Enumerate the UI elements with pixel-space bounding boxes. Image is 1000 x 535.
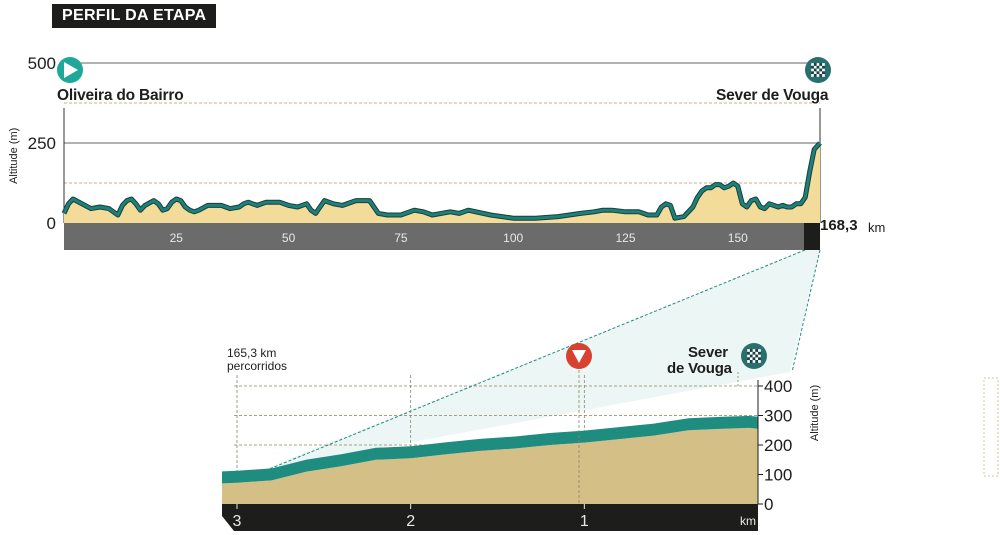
mountain-top-marker-icon <box>566 343 592 369</box>
finish-zoom-chart: 3 2 1 km 0 100 200 300 400 Altitude (m) <box>222 370 821 531</box>
flag-cell <box>816 74 820 77</box>
start-town-label: Oliveira do Bairro <box>57 87 184 104</box>
zoom-distance-bar <box>222 504 758 531</box>
zoom-x-tick-label: 1 <box>580 513 589 530</box>
flag-cell <box>819 63 823 66</box>
side-dashed-frame <box>983 377 999 477</box>
flag-cell <box>816 63 820 66</box>
zoom-start-distance: 165,3 km <box>227 346 277 360</box>
flag-cell <box>813 71 817 75</box>
flag-cell <box>749 354 753 358</box>
flag-cell <box>749 357 753 361</box>
checkered-flag-icon <box>805 57 831 83</box>
distance-bar-finish-segment <box>804 223 820 250</box>
zoom-y-tick-label: 400 <box>764 377 792 396</box>
total-distance-unit: km <box>868 220 886 235</box>
flag-cell <box>747 360 750 363</box>
zoom-x-unit: km <box>740 514 756 528</box>
flag-cell <box>755 351 759 355</box>
flag-cell <box>749 351 753 355</box>
y-axis-label: Altitude (m) <box>8 128 20 184</box>
flag-cell <box>758 351 761 355</box>
flag-cell <box>752 351 756 355</box>
flag-cell <box>752 354 756 358</box>
checkered-flag-icon <box>741 343 767 369</box>
y-tick-label: 0 <box>47 214 56 233</box>
page-title: PERFIL DA ETAPA <box>52 4 217 28</box>
flag-cell <box>813 74 817 77</box>
y-tick-label: 250 <box>28 134 56 153</box>
profile-line <box>62 141 822 220</box>
flag-cell <box>758 357 761 361</box>
x-tick-label: 75 <box>394 231 408 245</box>
flag-cell <box>816 65 820 69</box>
zoom-start-caption: percorridos <box>227 359 288 373</box>
zoom-x-tick-label: 2 <box>406 513 415 530</box>
main-profile-chart: 25 50 75 100 125 150 0 250 500 Altitude (m) <box>8 54 822 250</box>
flag-cell <box>755 354 759 358</box>
distance-bar <box>64 223 820 250</box>
zoom-connector-right <box>791 249 821 373</box>
flag-cell <box>752 349 756 352</box>
flag-cell <box>822 74 825 77</box>
flag-cell <box>811 65 814 69</box>
x-tick-label: 25 <box>170 231 184 245</box>
finish-town-label: Sever de Vouga <box>716 87 829 104</box>
flag-cell <box>813 65 817 69</box>
flag-cell <box>816 68 820 72</box>
total-distance-value: 168,3 <box>820 217 858 234</box>
flag-cell <box>816 71 820 75</box>
y-tick-label: 500 <box>28 54 56 73</box>
zoom-y-axis-label: Altitude (m) <box>809 385 821 441</box>
zoom-y-tick-label: 300 <box>764 407 792 426</box>
flag-cell <box>822 63 825 66</box>
x-tick-label: 50 <box>282 231 296 245</box>
flag-cell <box>747 351 750 355</box>
flag-cell <box>811 74 814 77</box>
flag-cell <box>811 63 814 66</box>
flag-cell <box>755 357 759 361</box>
flag-cell <box>747 349 750 352</box>
flag-cell <box>747 357 750 361</box>
flag-cell <box>819 74 823 77</box>
zoom-y-tick-label: 0 <box>764 495 773 514</box>
zoom-y-tick-label: 200 <box>764 436 792 455</box>
flag-cell <box>819 68 823 72</box>
zoom-finish-label-line1: Sever <box>688 344 728 361</box>
flag-cell <box>752 357 756 361</box>
flag-cell <box>822 71 825 75</box>
flag-cell <box>813 68 817 72</box>
flag-cell <box>758 354 761 358</box>
zoom-road-ribbon <box>222 415 758 484</box>
start-flag-icon <box>57 57 83 83</box>
profile-area <box>64 143 820 223</box>
x-tick-label: 125 <box>615 231 635 245</box>
zoom-profile-area <box>222 427 758 504</box>
flag-cell <box>755 360 759 363</box>
flag-cell <box>758 360 761 363</box>
flag-cell <box>749 349 753 352</box>
flag-cell <box>822 68 825 72</box>
flag-cell <box>813 63 817 66</box>
flag-cell <box>819 71 823 75</box>
x-tick-label: 150 <box>728 231 748 245</box>
zoom-finish-label-line2: de Vouga <box>667 360 732 377</box>
flag-cell <box>758 349 761 352</box>
flag-cell <box>755 349 759 352</box>
zoom-x-tick-label: 3 <box>233 513 242 530</box>
flag-cell <box>752 360 756 363</box>
flag-cell <box>749 360 753 363</box>
zoom-connector-left <box>261 249 806 473</box>
zoom-y-tick-label: 100 <box>764 466 792 485</box>
x-tick-label: 100 <box>503 231 523 245</box>
flag-cell <box>811 68 814 72</box>
flag-cell <box>822 65 825 69</box>
flag-cell <box>811 71 814 75</box>
flag-cell <box>747 354 750 358</box>
flag-cell <box>819 65 823 69</box>
